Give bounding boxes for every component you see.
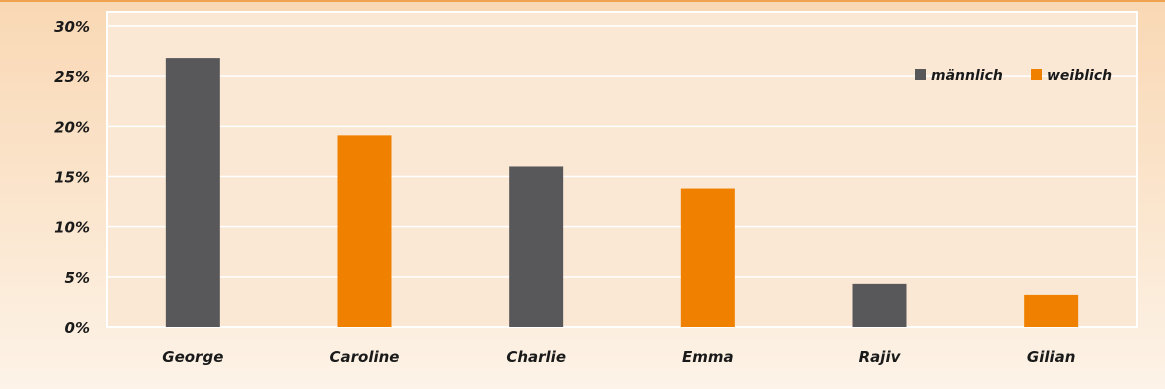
x-axis-category-labels: George Caroline Charlie Emma Rajiv Gilian xyxy=(162,348,1075,366)
category-label-emma: Emma xyxy=(682,348,734,366)
bars xyxy=(165,58,1079,328)
y-tick-label: 10% xyxy=(54,219,90,237)
legend: männlich weiblich xyxy=(915,68,1112,84)
legend-label-female: weiblich xyxy=(1047,68,1112,84)
legend-swatch-male xyxy=(915,69,926,80)
bar-caroline xyxy=(337,135,392,327)
bar-gilian xyxy=(1024,294,1079,327)
y-tick-label: 20% xyxy=(54,118,90,136)
legend-label-male: männlich xyxy=(931,68,1003,84)
category-label-gilian: Gilian xyxy=(1027,348,1076,366)
y-tick-label: 30% xyxy=(54,18,90,36)
gridlines xyxy=(107,25,1137,328)
category-label-george: George xyxy=(162,348,223,366)
bar-emma xyxy=(680,188,735,327)
y-tick-label: 0% xyxy=(65,319,90,337)
bar-rajiv xyxy=(852,283,907,327)
bar-charlie xyxy=(509,166,564,327)
y-tick-label: 25% xyxy=(54,68,90,86)
bar-george xyxy=(165,58,220,328)
y-tick-label: 15% xyxy=(54,169,90,187)
category-label-charlie: Charlie xyxy=(506,348,566,366)
plot-area xyxy=(106,11,1138,328)
category-label-caroline: Caroline xyxy=(330,348,400,366)
category-label-rajiv: Rajiv xyxy=(859,348,902,366)
y-axis-tick-labels: 0% 5% 10% 15% 20% 25% 30% xyxy=(54,18,90,337)
y-tick-label: 5% xyxy=(65,269,90,287)
legend-swatch-female xyxy=(1031,69,1042,80)
